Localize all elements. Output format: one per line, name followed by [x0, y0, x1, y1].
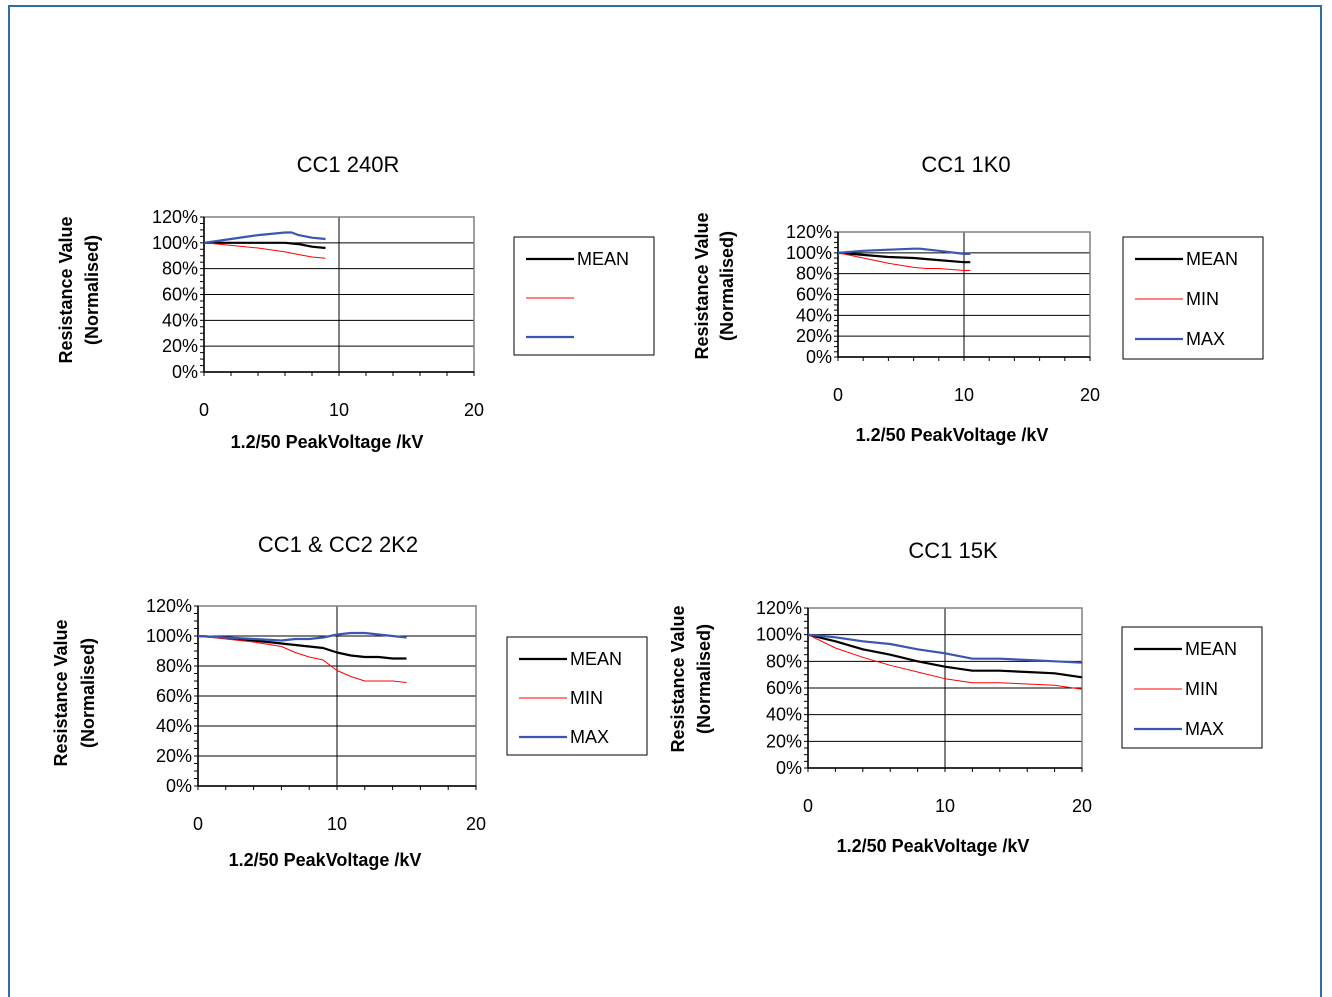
series-line-min	[197, 635, 407, 683]
legend-label: MEAN	[577, 249, 629, 269]
y-tick-label: 20%	[156, 746, 192, 766]
series-line-max	[837, 247, 971, 255]
y-tick-label: 120%	[146, 596, 192, 616]
chart-title: CC1 1K0	[921, 152, 1010, 177]
y-tick-label: 20%	[796, 326, 832, 346]
legend-label: MIN	[1185, 679, 1218, 699]
y-tick-label: 80%	[156, 656, 192, 676]
series-line-series-3	[203, 231, 326, 244]
x-axis-label: 1.2/50 PeakVoltage /kV	[837, 836, 1030, 856]
y-tick-label: 100%	[152, 233, 198, 253]
legend-box	[506, 636, 648, 756]
chart-4: CC1 15K 0% 20% 40% 60% 80% 100% 120% 0 10 20 1.2/50…	[668, 538, 1263, 856]
series-line-mean	[204, 241, 326, 250]
legend-label: MAX	[1186, 329, 1225, 349]
y-axis-label: Resistance Value	[668, 605, 688, 752]
x-tick-label: 0	[199, 400, 209, 420]
y-axis-label: Resistance Value	[51, 619, 71, 766]
series-line-max	[197, 631, 407, 642]
series-line-mean	[837, 251, 971, 264]
x-tick-label: 20	[466, 814, 486, 834]
series-line-series-2	[203, 242, 326, 259]
legend-label: MAX	[1185, 719, 1224, 739]
y-axis-label: Resistance Value	[692, 212, 712, 359]
legend-label: MIN	[1186, 289, 1219, 309]
series-line-min	[807, 634, 1083, 690]
series-line-max	[807, 633, 1083, 664]
y-tick-label: 100%	[756, 625, 802, 645]
chart-1: CC1 240R 0% 20% 40% 60% 80% 100% 120% 0 10 20 1.2/5…	[56, 152, 655, 452]
y-tick-label: 80%	[766, 651, 802, 671]
legend-label: MIN	[570, 688, 603, 708]
y-tick-label: 100%	[146, 626, 192, 646]
y-tick-label: 60%	[766, 678, 802, 698]
y-axis-label: Resistance Value	[56, 216, 76, 363]
y-tick-label: 40%	[162, 310, 198, 330]
x-tick-label: 0	[833, 385, 843, 405]
series-line-min	[837, 252, 971, 271]
x-tick-label: 0	[193, 814, 203, 834]
x-tick-label: 20	[1072, 796, 1092, 816]
x-axis-label: 1.2/50 PeakVoltage /kV	[229, 850, 422, 870]
y-tick-label: 60%	[156, 686, 192, 706]
x-tick-label: 10	[935, 796, 955, 816]
x-tick-label: 20	[1080, 385, 1100, 405]
y-axis-label-2: (Normalised)	[694, 624, 714, 734]
y-axis-label-2: (Normalised)	[78, 638, 98, 748]
y-tick-label: 120%	[756, 598, 802, 618]
y-tick-label: 0%	[166, 776, 192, 796]
x-tick-label: 10	[954, 385, 974, 405]
series-line-mean	[197, 634, 407, 660]
legend-box	[1121, 626, 1263, 749]
figure-frame	[8, 5, 1322, 997]
legend-label: MEAN	[570, 649, 622, 669]
y-tick-label: 120%	[152, 207, 198, 227]
x-tick-label: 10	[329, 400, 349, 420]
y-tick-label: 20%	[766, 731, 802, 751]
y-tick-label: 40%	[796, 305, 832, 325]
y-tick-label: 80%	[162, 259, 198, 279]
chart-title: CC1 15K	[908, 538, 998, 563]
chart-title: CC1 & CC2 2K2	[258, 532, 418, 557]
y-tick-label: 0%	[172, 362, 198, 382]
legend-label: MAX	[570, 727, 609, 747]
x-tick-label: 10	[327, 814, 347, 834]
y-axis-label-2: (Normalised)	[717, 231, 737, 341]
chart-2: CC1 1K0 0%20%40%60%80%100%120% 0 10 20 1.2/50…	[692, 152, 1264, 445]
y-tick-label: 20%	[162, 336, 198, 356]
x-axis-label: 1.2/50 PeakVoltage /kV	[856, 425, 1049, 445]
y-tick-label: 0%	[806, 347, 832, 367]
y-tick-label: 60%	[796, 285, 832, 305]
y-tick-label: 40%	[766, 705, 802, 725]
chart-3: CC1 & CC2 2K2 0% 20% 40% 60% 80% 100% 120% 0 10 20…	[51, 532, 648, 870]
y-tick-label: 120%	[786, 222, 832, 242]
y-tick-label: 100%	[786, 243, 832, 263]
legend-label: MEAN	[1185, 639, 1237, 659]
legend-box	[513, 236, 655, 356]
x-axis-label: 1.2/50 PeakVoltage /kV	[231, 432, 424, 452]
y-tick-label: 60%	[162, 285, 198, 305]
series-line-mean	[807, 633, 1083, 679]
chart-title: CC1 240R	[297, 152, 400, 177]
x-tick-label: 20	[464, 400, 484, 420]
y-tick-label: 0%	[776, 758, 802, 778]
x-tick-label: 0	[803, 796, 813, 816]
y-tick-label: 80%	[796, 264, 832, 284]
y-axis-label-2: (Normalised)	[82, 235, 102, 345]
legend-label: MEAN	[1186, 249, 1238, 269]
y-tick-label: 40%	[156, 716, 192, 736]
